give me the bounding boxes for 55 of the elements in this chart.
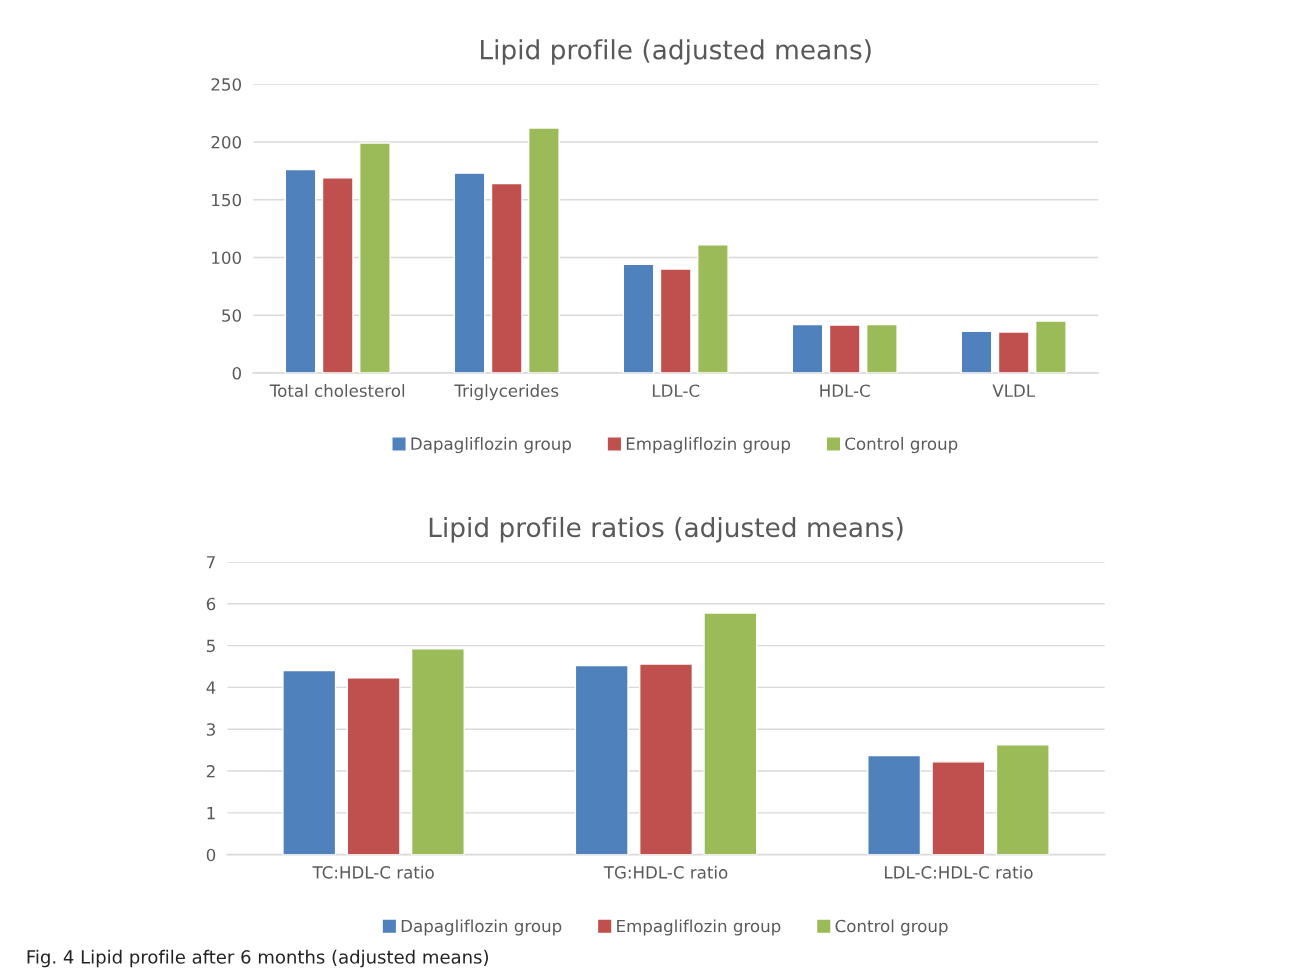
y-tick-label: 200 (211, 135, 242, 149)
bar (1034, 320, 1067, 373)
bar (622, 263, 655, 373)
y-tick-label: 50 (222, 309, 242, 322)
bar (527, 127, 560, 373)
bar (659, 268, 692, 373)
bar (284, 168, 317, 373)
bar (960, 330, 993, 373)
legend-label: Empagliflozin group (617, 919, 781, 936)
legend-label: Control group (835, 919, 948, 936)
bar (410, 648, 465, 855)
y-tick-label: 0 (232, 366, 242, 380)
x-tick-label: HDL-C (820, 384, 870, 398)
y-tick-label: 5 (206, 639, 215, 653)
bar (997, 331, 1030, 373)
legend-label: Control group (845, 437, 958, 454)
y-tick-label: 150 (212, 193, 242, 207)
y-tick-label: 3 (206, 723, 215, 736)
y-tick-label: 6 (206, 597, 216, 611)
x-tick-label: Triglycerides (454, 384, 559, 401)
x-tick-label: Total cholesterol (269, 384, 405, 398)
y-tick-label: 7 (207, 556, 215, 569)
legend-label: Empagliflozin group (626, 437, 791, 454)
bar (490, 182, 523, 373)
bar (828, 324, 861, 373)
bar (791, 323, 824, 373)
y-tick-label: 1 (207, 807, 215, 820)
bar (453, 172, 486, 373)
bar (703, 612, 758, 855)
bar (639, 663, 694, 855)
bar (995, 743, 1050, 855)
bar (346, 677, 401, 855)
chart-title: Lipid profile (adjusted means) (481, 39, 871, 65)
bar (696, 244, 729, 373)
bar (574, 664, 629, 855)
caption: Fig. 4 Lipid profile after 6 months (adjusted means) (27, 949, 488, 968)
x-tick-label: TG:HDL-C ratio (603, 865, 728, 879)
y-tick-label: 250 (211, 78, 242, 91)
legend-label: Dapagliflozin group (411, 437, 571, 454)
bar (359, 142, 391, 373)
bar (321, 177, 354, 373)
x-tick-label: TC:HDL-C ratio (312, 865, 434, 879)
bar (865, 323, 898, 373)
bar (931, 761, 986, 855)
y-tick-label: 4 (206, 681, 216, 694)
bar (282, 669, 337, 855)
y-tick-label: 100 (212, 251, 242, 265)
y-tick-label: 2 (206, 764, 215, 778)
x-tick-label: LDL-C:HDL-C ratio (885, 865, 1033, 879)
chart-title: Lipid profile ratios (adjusted means) (429, 516, 903, 543)
legend-label: Dapagliflozin group (401, 919, 562, 936)
x-tick-label: LDL-C (652, 384, 700, 398)
y-tick-label: 0 (206, 848, 216, 862)
bar (867, 754, 922, 855)
x-tick-label: VLDL (992, 384, 1036, 397)
